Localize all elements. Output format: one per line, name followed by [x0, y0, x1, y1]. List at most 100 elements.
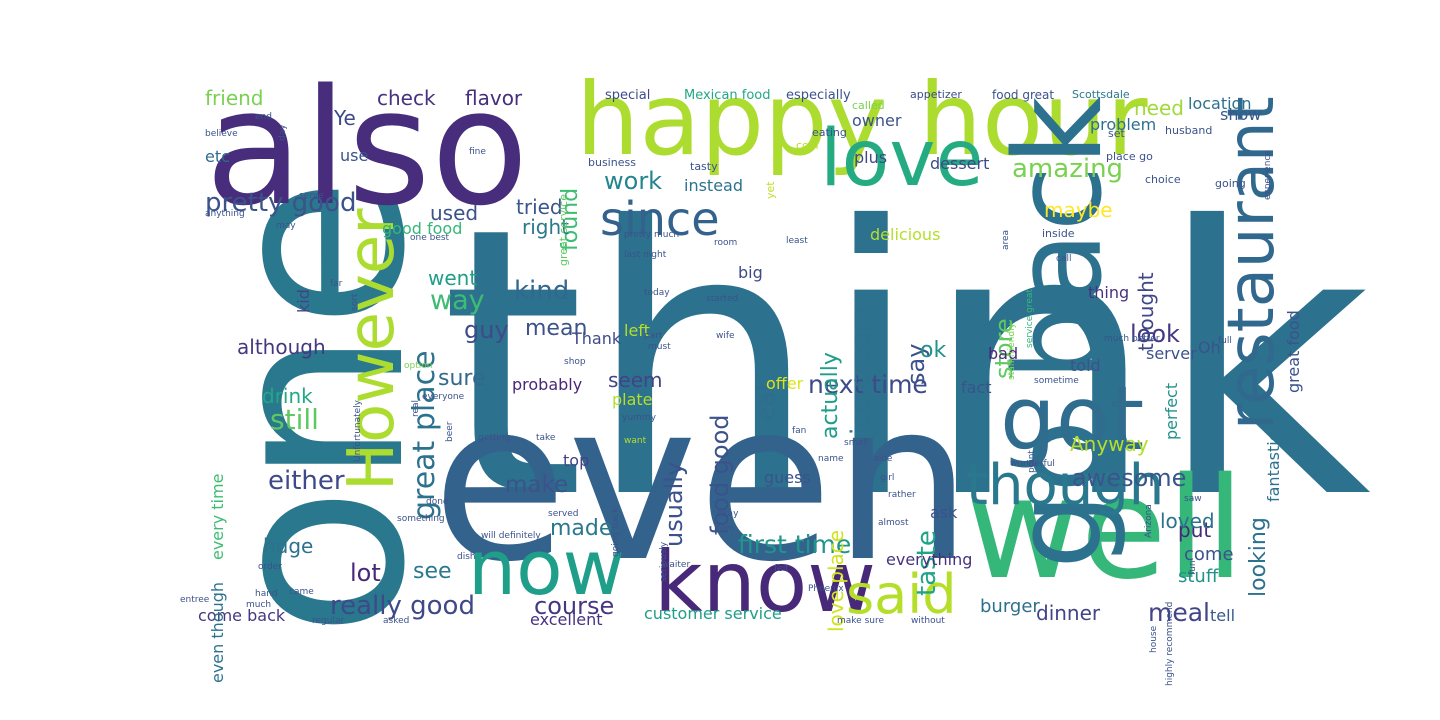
- cloud-word: real: [411, 399, 421, 417]
- cloud-word: Mexican food: [684, 88, 771, 103]
- cloud-word: great place: [407, 350, 442, 520]
- cloud-word: Phoenix: [808, 584, 844, 594]
- cloud-word: least: [786, 236, 808, 246]
- cloud-word: will definitely: [481, 531, 541, 541]
- cloud-word: today: [644, 288, 670, 298]
- cloud-word: great service: [557, 194, 570, 266]
- cloud-word: almost: [878, 518, 909, 528]
- cloud-word: beer: [445, 421, 455, 443]
- cloud-word: location: [1188, 94, 1252, 113]
- cloud-word: huge: [263, 534, 314, 558]
- cloud-word: actually: [818, 352, 843, 439]
- cloud-word: fan: [792, 426, 807, 436]
- cloud-word: tasty: [690, 160, 718, 173]
- cloud-word: set: [1108, 127, 1125, 140]
- cloud-word: way: [430, 285, 485, 316]
- cloud-word: sure: [438, 366, 486, 391]
- cloud-word: okay: [717, 509, 739, 519]
- cloud-word: done: [426, 497, 449, 507]
- cloud-word: even though: [208, 581, 227, 683]
- cloud-word: want: [624, 436, 647, 446]
- cloud-word: perfect: [1162, 382, 1181, 440]
- cloud-word: asked: [383, 616, 410, 626]
- cloud-word: offer: [766, 374, 804, 393]
- cloud-word: started: [706, 294, 739, 304]
- cloud-word: instead: [684, 176, 743, 195]
- cloud-word: service great: [1025, 289, 1035, 348]
- cloud-word: customer service: [644, 604, 782, 623]
- cloud-word: good food: [382, 219, 463, 238]
- cloud-word: looking: [1246, 517, 1271, 597]
- cloud-word: Thank: [572, 329, 622, 348]
- cloud-word: probably: [512, 375, 583, 394]
- cloud-word: without: [911, 616, 945, 626]
- cloud-word: guy: [464, 316, 509, 344]
- cloud-word: know: [654, 533, 876, 631]
- cloud-word: waiter: [662, 560, 691, 570]
- cloud-word: every time: [208, 473, 227, 560]
- cloud-word: believe: [205, 129, 238, 139]
- cloud-word: drink: [262, 384, 313, 408]
- cloud-word: pretty much: [624, 230, 680, 240]
- cloud-word: shop: [564, 357, 586, 367]
- cloud-word: etc: [205, 147, 230, 166]
- cloud-word: going: [1215, 177, 1246, 190]
- cloud-word: area: [1001, 229, 1011, 250]
- cloud-word: left: [624, 321, 650, 340]
- cloud-word: lot: [350, 559, 381, 587]
- cloud-word: staff friendly: [1007, 323, 1017, 380]
- cloud-word: day: [278, 124, 288, 141]
- cloud-word: highly recommend: [1165, 601, 1175, 686]
- cloud-word: fantastic: [1264, 432, 1283, 502]
- cloud-word: dinner: [1036, 601, 1101, 625]
- cloud-word: end: [255, 112, 272, 122]
- cloud-word: happy hour: [576, 61, 1148, 178]
- cloud-word: guess: [764, 468, 811, 487]
- cloud-word: told: [1070, 356, 1101, 375]
- cloud-word: may: [276, 221, 296, 231]
- cloud-word: inside: [1042, 227, 1075, 240]
- cloud-word: came: [289, 587, 314, 597]
- cloud-word: place go: [1106, 150, 1153, 163]
- cloud-word: big: [738, 263, 763, 282]
- cloud-word: serve: [299, 191, 324, 201]
- cloud-word: husband: [1165, 124, 1213, 137]
- cloud-word: Arizona: [1144, 504, 1154, 538]
- cloud-word: excellent: [530, 610, 603, 629]
- cloud-word: said: [846, 563, 957, 626]
- cloud-word: girl: [880, 473, 895, 483]
- cloud-word: amazing: [1012, 154, 1124, 184]
- cloud-word: burger: [980, 596, 1040, 617]
- cloud-word: choice: [1145, 173, 1181, 186]
- cloud-word: food great: [992, 88, 1055, 102]
- cloud-word: felt: [774, 564, 789, 574]
- cloud-word: ask: [930, 503, 958, 522]
- cloud-word: Anyway: [1070, 432, 1149, 456]
- cloud-word: business: [588, 156, 636, 169]
- cloud-word: love: [820, 114, 984, 204]
- cloud-word: getting: [478, 433, 511, 443]
- cloud-word: thing: [1088, 283, 1130, 302]
- cloud-word: order: [258, 562, 282, 572]
- cloud-word: come: [1184, 544, 1234, 565]
- cloud-word: wonderful: [1010, 459, 1055, 469]
- cloud-word: work: [604, 167, 663, 195]
- cloud-word: check: [377, 86, 436, 110]
- cloud-word: Unfortunately: [353, 399, 363, 462]
- cloud-word: kid: [294, 289, 313, 313]
- cloud-word: show: [1220, 105, 1262, 124]
- cloud-word: pretty good: [205, 188, 357, 218]
- cloud-word: friend: [205, 86, 264, 110]
- cloud-word: However: [335, 208, 409, 491]
- cloud-word: far: [330, 279, 343, 289]
- cloud-word: though: [966, 453, 1165, 518]
- cloud-word: sometime: [1034, 376, 1079, 386]
- cloud-word: first time: [738, 530, 852, 559]
- cloud-word: call: [1056, 254, 1072, 264]
- cloud-word: especially: [786, 88, 851, 103]
- cloud-word: tried: [516, 195, 563, 219]
- cloud-word: now: [468, 523, 625, 612]
- cloud-word: appetizer: [910, 88, 962, 101]
- cloud-word: served: [548, 509, 579, 519]
- cloud-word: maybe: [1044, 198, 1113, 222]
